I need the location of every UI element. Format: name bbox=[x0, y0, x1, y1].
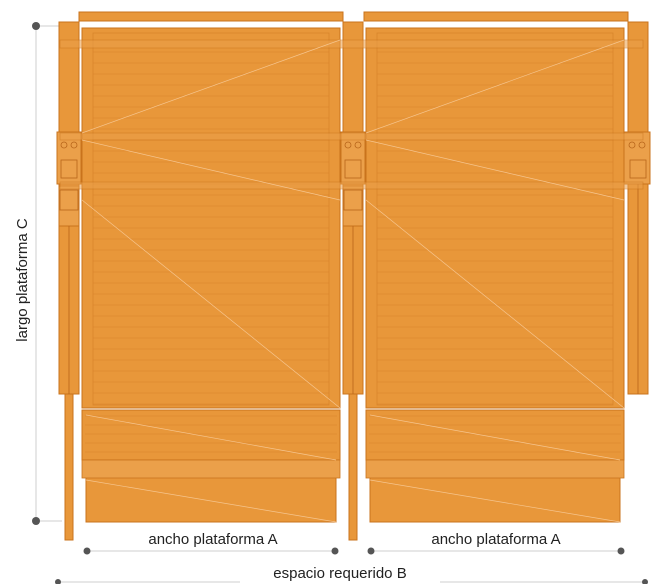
dimension-c-dot-top bbox=[32, 22, 40, 30]
platform-left-base-strip bbox=[81, 459, 341, 479]
bracket-details bbox=[59, 141, 647, 394]
dimension-dots bbox=[32, 22, 648, 584]
dimension-b-dot-end bbox=[642, 579, 648, 584]
cross-bands bbox=[59, 39, 644, 190]
platform-right-main-panel bbox=[365, 27, 625, 409]
dimension-b-dot-start bbox=[55, 579, 61, 584]
label-length-c: largo plataforma C bbox=[14, 218, 31, 342]
column-left-bracket-2 bbox=[58, 185, 80, 227]
platform-slat-lines bbox=[85, 51, 621, 453]
dimension-a-left-dot-end bbox=[331, 547, 339, 555]
platform-right-inner-panel bbox=[376, 32, 614, 406]
platform-left-main-panel bbox=[81, 27, 341, 409]
dimension-a-right-dot-start bbox=[367, 547, 375, 555]
dimension-a-left-dot-start bbox=[83, 547, 91, 555]
platform-left-inner-panel bbox=[92, 32, 330, 406]
platform-right-base-strip bbox=[365, 459, 625, 479]
platform-left-lower-panel bbox=[81, 409, 341, 461]
platform-right-lower-panel bbox=[365, 409, 625, 461]
platform-left bbox=[81, 27, 341, 523]
top-rail-right bbox=[363, 11, 629, 22]
label-required-space-b: espacio requerido B bbox=[240, 565, 440, 583]
column-left-lower bbox=[64, 393, 74, 541]
top-rails bbox=[78, 11, 629, 22]
top-rail-left bbox=[78, 11, 344, 22]
column-middle-lower bbox=[348, 393, 358, 541]
construction-lines bbox=[81, 39, 625, 523]
platform-right bbox=[365, 27, 625, 523]
dimension-c-dot-bottom bbox=[32, 517, 40, 525]
column-middle-bracket-2 bbox=[342, 185, 364, 227]
dimension-a-right-dot-end bbox=[617, 547, 625, 555]
label-width-a-left: ancho plataforma A bbox=[95, 531, 331, 549]
label-width-a-right: ancho plataforma A bbox=[378, 531, 614, 549]
